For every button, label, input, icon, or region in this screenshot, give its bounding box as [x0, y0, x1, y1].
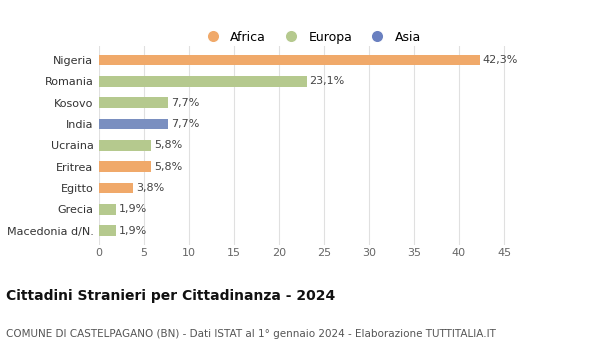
- Bar: [99, 97, 168, 108]
- Text: 5,8%: 5,8%: [154, 140, 182, 150]
- Bar: [99, 183, 133, 193]
- Bar: [99, 140, 151, 150]
- Text: 7,7%: 7,7%: [171, 98, 199, 107]
- Text: 23,1%: 23,1%: [310, 76, 345, 86]
- Bar: [99, 55, 480, 65]
- Text: 3,8%: 3,8%: [136, 183, 164, 193]
- Text: 7,7%: 7,7%: [171, 119, 199, 129]
- Text: COMUNE DI CASTELPAGANO (BN) - Dati ISTAT al 1° gennaio 2024 - Elaborazione TUTTI: COMUNE DI CASTELPAGANO (BN) - Dati ISTAT…: [6, 329, 496, 339]
- Bar: [99, 76, 307, 86]
- Text: Cittadini Stranieri per Cittadinanza - 2024: Cittadini Stranieri per Cittadinanza - 2…: [6, 289, 335, 303]
- Legend: Africa, Europa, Asia: Africa, Europa, Asia: [195, 26, 426, 49]
- Text: 1,9%: 1,9%: [119, 204, 147, 214]
- Text: 5,8%: 5,8%: [154, 162, 182, 172]
- Bar: [99, 119, 168, 129]
- Text: 1,9%: 1,9%: [119, 226, 147, 236]
- Bar: [99, 204, 116, 215]
- Bar: [99, 161, 151, 172]
- Bar: [99, 225, 116, 236]
- Text: 42,3%: 42,3%: [482, 55, 518, 65]
